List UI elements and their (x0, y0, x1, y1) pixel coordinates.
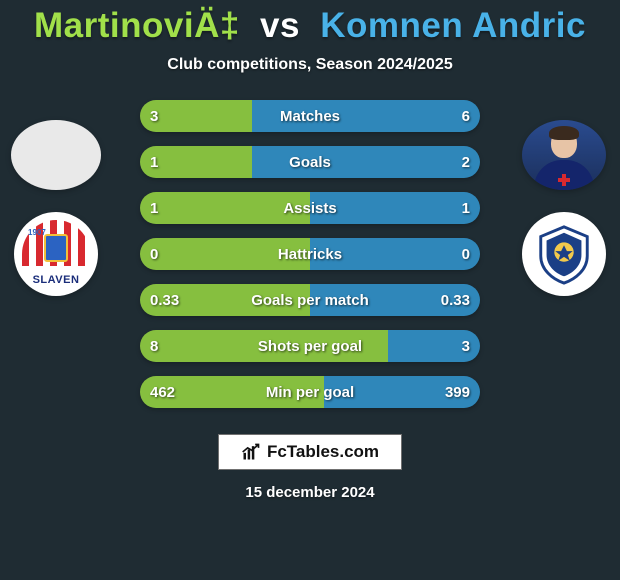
brand-text: FcTables.com (267, 442, 379, 462)
stat-left-value: 1 (140, 192, 168, 224)
stat-left-value: 0 (140, 238, 168, 270)
stat-row: 83Shots per goal (140, 330, 480, 362)
stat-row: 462399Min per goal (140, 376, 480, 408)
page-title: MartinoviÄ‡ vs Komnen Andric (0, 6, 620, 46)
badge-name: SLAVEN (14, 274, 98, 286)
player-left-avatar (11, 120, 101, 190)
stat-left-value: 462 (140, 376, 185, 408)
club-right-badge (522, 212, 606, 296)
title-player-left: MartinoviÄ‡ (34, 6, 240, 45)
chart-icon (241, 442, 261, 462)
stat-bars: 36Matches12Goals11Assists00Hattricks0.33… (140, 100, 480, 408)
brand-box: FcTables.com (218, 434, 402, 470)
comparison-infographic: MartinoviÄ‡ vs Komnen Andric Club compet… (0, 0, 620, 580)
right-avatars (514, 120, 614, 296)
bar-right-fill (252, 100, 480, 132)
avatar-hair (549, 126, 579, 140)
left-avatars: 1907 SLAVEN (6, 120, 106, 296)
stat-row: 00Hattricks (140, 238, 480, 270)
stat-right-value: 0 (452, 238, 480, 270)
title-player-right: Komnen Andric (320, 6, 586, 45)
club-left-badge: 1907 SLAVEN (14, 212, 98, 296)
avatar-cross-icon (558, 174, 570, 186)
title-vs: vs (260, 6, 300, 45)
footer: FcTables.com 15 december 2024 (0, 434, 620, 501)
stat-left-value: 8 (140, 330, 168, 362)
stat-left-value: 0.33 (140, 284, 189, 316)
stat-right-value: 2 (452, 146, 480, 178)
stat-right-value: 6 (452, 100, 480, 132)
stat-right-value: 399 (435, 376, 480, 408)
stat-row: 12Goals (140, 146, 480, 178)
rijeka-shield-icon (533, 223, 595, 285)
badge-shield (44, 234, 68, 262)
stat-left-value: 1 (140, 146, 168, 178)
stat-row: 36Matches (140, 100, 480, 132)
stat-right-value: 0.33 (431, 284, 480, 316)
stat-row: 0.330.33Goals per match (140, 284, 480, 316)
footer-date: 15 december 2024 (245, 484, 374, 501)
stat-right-value: 3 (452, 330, 480, 362)
bar-left-fill (140, 330, 388, 362)
stat-row: 11Assists (140, 192, 480, 224)
stat-left-value: 3 (140, 100, 168, 132)
subtitle: Club competitions, Season 2024/2025 (0, 56, 620, 74)
player-right-avatar (522, 120, 606, 190)
bar-right-fill (252, 146, 480, 178)
stat-right-value: 1 (452, 192, 480, 224)
